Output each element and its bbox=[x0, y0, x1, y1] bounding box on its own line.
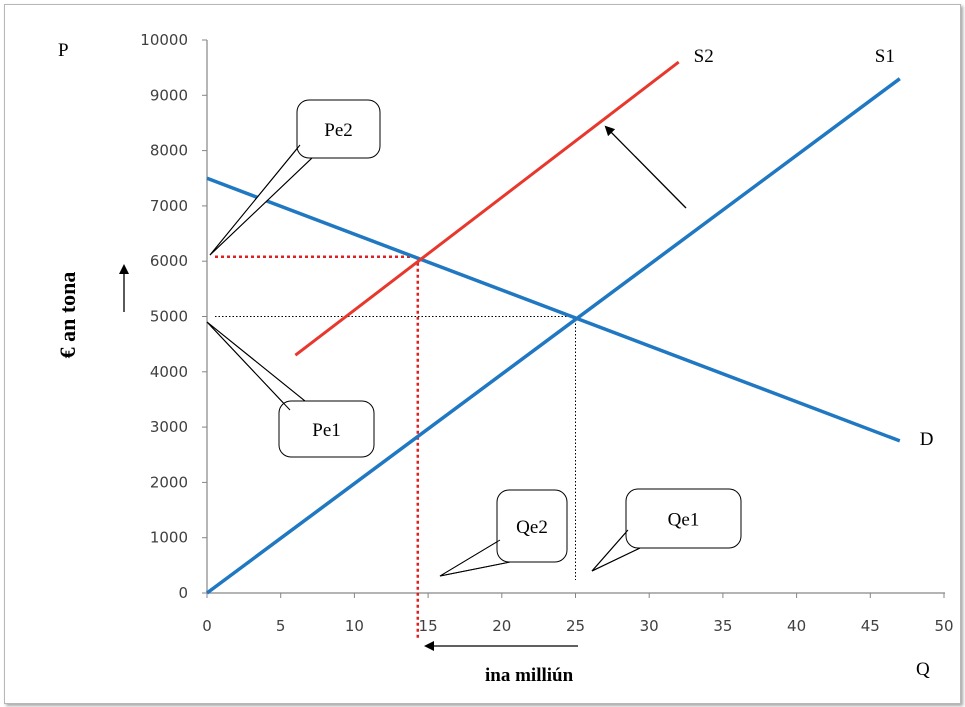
callout-pointer-outline bbox=[591, 529, 641, 572]
callout-label: Pe1 bbox=[312, 420, 341, 441]
x-tick-label: 45 bbox=[861, 617, 880, 635]
callout-label: Pe2 bbox=[324, 120, 353, 141]
y-tick-label: 0 bbox=[178, 584, 188, 602]
x-tick-label: 40 bbox=[787, 617, 806, 635]
y-tick-label: 7000 bbox=[150, 197, 188, 215]
x-tick-label: 10 bbox=[345, 617, 364, 635]
chart-frame bbox=[4, 4, 961, 704]
x-tick-label: 35 bbox=[713, 617, 732, 635]
y-tick-label: 3000 bbox=[150, 418, 188, 436]
y-tick-label: 9000 bbox=[150, 86, 188, 104]
callout-pointer-outline bbox=[439, 539, 511, 577]
y-axis-letter: P bbox=[58, 40, 69, 61]
callout-pe2: Pe2 bbox=[209, 99, 381, 256]
callout-pointer bbox=[209, 144, 313, 256]
x-tick-label: 30 bbox=[640, 617, 659, 635]
x-tick-label: 25 bbox=[566, 617, 585, 635]
callout-qe2: Qe2 bbox=[439, 489, 568, 577]
callout-label: Qe2 bbox=[516, 517, 548, 538]
x-tick-label: 5 bbox=[276, 617, 286, 635]
series-label-s1: S1 bbox=[875, 46, 895, 67]
y-tick-label: 8000 bbox=[150, 142, 188, 160]
series-line-d bbox=[206, 176, 901, 443]
x-tick-label: 15 bbox=[419, 617, 438, 635]
callout-pointer-outline bbox=[209, 144, 313, 256]
callout-box bbox=[625, 488, 742, 549]
series-line-s1 bbox=[205, 77, 901, 595]
supply-shift-arrow bbox=[604, 125, 687, 209]
x-axis-label: ina milliún bbox=[485, 665, 574, 686]
series-label-d: D bbox=[920, 429, 934, 450]
callout-pointer-outline bbox=[206, 321, 306, 411]
series-line-s2 bbox=[294, 60, 680, 357]
x-axis-letter: Q bbox=[916, 659, 930, 680]
x-tick-label: 0 bbox=[202, 617, 212, 635]
callout-qe1: Qe1 bbox=[591, 488, 742, 572]
callout-label: Qe1 bbox=[668, 510, 700, 531]
series-label-s2: S2 bbox=[694, 46, 714, 67]
x-tick-label: 50 bbox=[934, 617, 953, 635]
y-axis-label: € an tona bbox=[55, 272, 80, 359]
x-tick-label: 20 bbox=[492, 617, 511, 635]
callout-pointer bbox=[206, 321, 306, 411]
y-tick-label: 6000 bbox=[150, 252, 188, 270]
callout-box bbox=[278, 400, 375, 458]
y-tick-label: 5000 bbox=[150, 308, 188, 326]
callout-box bbox=[296, 99, 381, 159]
callout-box bbox=[496, 489, 568, 563]
y-tick-label: 10000 bbox=[140, 31, 188, 49]
y-tick-label: 4000 bbox=[150, 363, 188, 381]
y-tick-label: 2000 bbox=[150, 473, 188, 491]
y-tick-label: 1000 bbox=[150, 529, 188, 547]
callout-pe1: Pe1 bbox=[206, 321, 375, 458]
